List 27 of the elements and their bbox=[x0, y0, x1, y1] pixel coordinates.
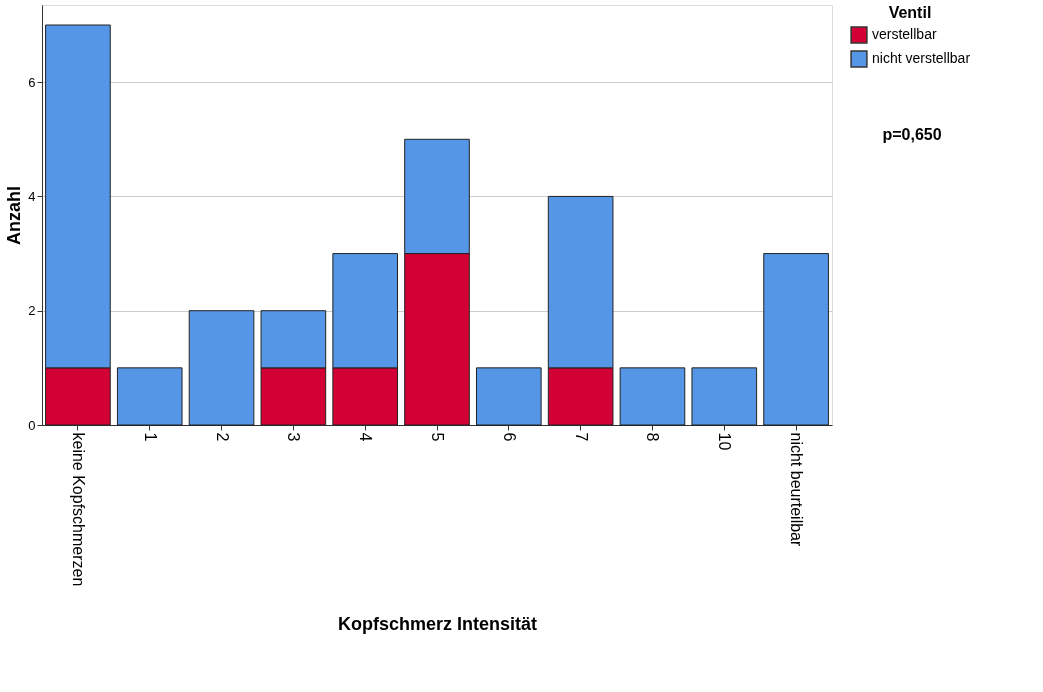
legend-title: Ventil bbox=[888, 4, 932, 21]
x-tick-label: keine Kopfschmerzen bbox=[69, 432, 87, 587]
x-tick-label: 10 bbox=[716, 432, 734, 451]
bar bbox=[476, 367, 542, 426]
x-tick-label: 1 bbox=[141, 432, 159, 442]
text: p=0,650 bbox=[882, 126, 942, 143]
x-tick-label: 8 bbox=[644, 432, 662, 442]
x-tick-label: 3 bbox=[285, 432, 303, 442]
x-tick-label: 5 bbox=[429, 432, 446, 442]
bar bbox=[763, 253, 829, 426]
legend-label: verstellbar bbox=[872, 26, 937, 42]
y-tick-label: 6 bbox=[28, 74, 36, 90]
y-tick-label: 4 bbox=[28, 188, 36, 204]
x-tick-label: 6 bbox=[500, 432, 518, 442]
bar bbox=[691, 367, 758, 426]
x-tick-label: nicht beurteilbar bbox=[788, 432, 806, 548]
x-axis-title: Kopfschmerz Intensität bbox=[337, 614, 538, 635]
x-tick-label: 7 bbox=[572, 432, 590, 442]
bar bbox=[619, 367, 686, 426]
x-tick-label: 4 bbox=[357, 432, 375, 442]
x-tick-label: 2 bbox=[213, 432, 231, 442]
y-tick-label: 0 bbox=[28, 417, 36, 433]
bar bbox=[116, 367, 183, 426]
bar bbox=[188, 310, 255, 426]
legend-label: nicht verstellbar bbox=[872, 50, 971, 66]
y-tick-label: 2 bbox=[28, 303, 36, 319]
y-axis-title: Anzahl bbox=[4, 185, 25, 246]
